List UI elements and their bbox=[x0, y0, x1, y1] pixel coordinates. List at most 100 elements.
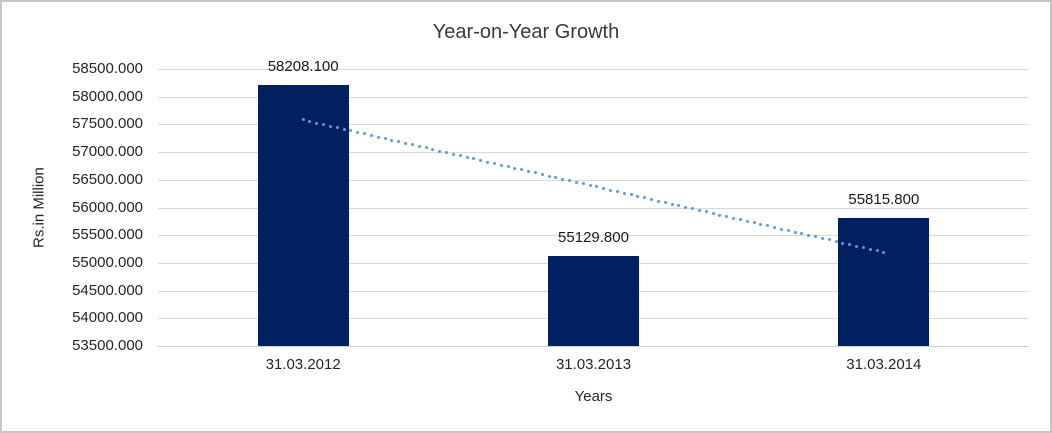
trendline-dot bbox=[438, 149, 442, 153]
trendline-dot bbox=[650, 197, 654, 201]
trendline-dot bbox=[684, 205, 688, 209]
y-tick-label: 55500.000 bbox=[72, 226, 143, 244]
trendline-dot bbox=[814, 235, 818, 239]
trendline-dot bbox=[465, 155, 469, 159]
y-tick-label: 56000.000 bbox=[72, 198, 143, 216]
trendline-dot bbox=[602, 187, 606, 191]
trendline-dot bbox=[486, 160, 490, 164]
trendline-dot bbox=[479, 158, 483, 162]
gridline bbox=[158, 96, 1029, 98]
trendline-dot bbox=[779, 227, 783, 231]
trendline-dot bbox=[369, 134, 373, 138]
trendline-dot bbox=[397, 140, 401, 144]
trendline-dot bbox=[752, 221, 756, 225]
trendline-dot bbox=[540, 173, 544, 176]
gridline bbox=[158, 69, 1029, 70]
x-tick-label: 31.03.2014 bbox=[846, 356, 922, 373]
data-label: 58208.100 bbox=[267, 58, 339, 76]
trendline-dot bbox=[855, 244, 858, 248]
trendline-dot bbox=[848, 243, 852, 247]
data-label: 55815.800 bbox=[848, 190, 920, 208]
trendline-dot bbox=[656, 199, 660, 203]
trendline-dot bbox=[451, 152, 455, 156]
gridline bbox=[158, 207, 1029, 209]
x-tick-label: 31.03.2013 bbox=[555, 356, 632, 373]
trendline-dot bbox=[704, 210, 708, 214]
trendline-dot bbox=[356, 130, 360, 134]
trendline-dot bbox=[499, 163, 503, 167]
gridline bbox=[158, 346, 1029, 347]
x-axis-title: Years bbox=[574, 388, 613, 405]
trendline-dot bbox=[820, 236, 824, 240]
trendline-dot bbox=[615, 190, 619, 194]
trendline-dot bbox=[335, 126, 339, 130]
trendline-dot bbox=[882, 250, 886, 254]
trendline-dot bbox=[301, 118, 305, 122]
trendline-dot bbox=[533, 171, 537, 175]
trendline-dot bbox=[308, 119, 312, 123]
trendline-dot bbox=[609, 188, 613, 192]
y-tick-label: 54000.000 bbox=[72, 309, 143, 327]
trendline-dot bbox=[404, 141, 408, 145]
trendline-dot bbox=[759, 222, 763, 226]
trendline-dot bbox=[745, 219, 749, 223]
trendline-dot bbox=[376, 135, 380, 139]
trendline-dot bbox=[561, 177, 565, 181]
trendline-dot bbox=[800, 232, 804, 236]
gridline bbox=[158, 152, 1029, 154]
trendline-dot bbox=[868, 247, 872, 251]
trendline-dot bbox=[663, 201, 667, 205]
trendline-dot bbox=[711, 211, 715, 215]
trendline-dot bbox=[410, 143, 414, 147]
trendline-dot bbox=[861, 246, 865, 250]
trendline-dot bbox=[875, 249, 879, 253]
trendline-dot bbox=[383, 137, 387, 141]
trendline-dot bbox=[492, 162, 496, 166]
trendline-dot bbox=[520, 168, 524, 172]
trendline-dot bbox=[506, 165, 510, 169]
trendline-dot bbox=[458, 154, 462, 158]
y-tick-label: 55000.000 bbox=[72, 253, 143, 271]
y-tick-label: 57500.000 bbox=[72, 115, 143, 133]
y-tick-label: 56500.000 bbox=[72, 170, 143, 188]
trendline-dot bbox=[677, 204, 681, 208]
trendline-dot bbox=[424, 146, 428, 150]
trendline-dot bbox=[636, 194, 640, 198]
trendline-dot bbox=[697, 208, 701, 212]
trendline-dot bbox=[527, 169, 531, 173]
trendline-dot bbox=[670, 202, 674, 206]
trendline-dot bbox=[643, 196, 647, 200]
trendline-dot bbox=[588, 183, 592, 187]
data-label: 55129.800 bbox=[558, 228, 629, 246]
bar-31.03.2012 bbox=[257, 85, 349, 346]
trendline-dot bbox=[622, 191, 626, 195]
bar-31.03.2013 bbox=[548, 255, 639, 346]
trendline-dot bbox=[472, 157, 476, 161]
trendline-dot bbox=[390, 138, 394, 142]
trendline-dot bbox=[417, 144, 421, 148]
x-tick-label: 31.03.2012 bbox=[265, 356, 341, 373]
trendline-dot bbox=[315, 121, 319, 125]
trendline-dot bbox=[349, 129, 353, 133]
trendline-dot bbox=[841, 241, 845, 245]
trendline-dot bbox=[766, 224, 770, 228]
chart-title: Year-on-Year Growth bbox=[432, 21, 620, 43]
plot-area: 58208.100 55129.800 55815.800 31.03.2012 31… bbox=[158, 58, 1029, 373]
y-tick-label: 58000.000 bbox=[72, 87, 143, 105]
trendline-dot bbox=[629, 193, 633, 197]
trendline-dot bbox=[342, 127, 346, 131]
trendline-dot bbox=[328, 124, 332, 128]
trendline-dot bbox=[574, 180, 578, 184]
trendline-dot bbox=[595, 185, 599, 189]
trendline-dot bbox=[547, 174, 551, 178]
trendline-dot bbox=[834, 240, 838, 244]
y-tick-label: 53500.000 bbox=[72, 337, 143, 354]
trendline-dot bbox=[445, 151, 449, 155]
trendline-dot bbox=[793, 230, 797, 234]
trendline-dot bbox=[773, 226, 777, 229]
trendline-dot bbox=[725, 215, 729, 219]
gridline bbox=[158, 124, 1029, 126]
trendline-dot bbox=[322, 123, 326, 127]
trendline-dot bbox=[732, 216, 736, 220]
